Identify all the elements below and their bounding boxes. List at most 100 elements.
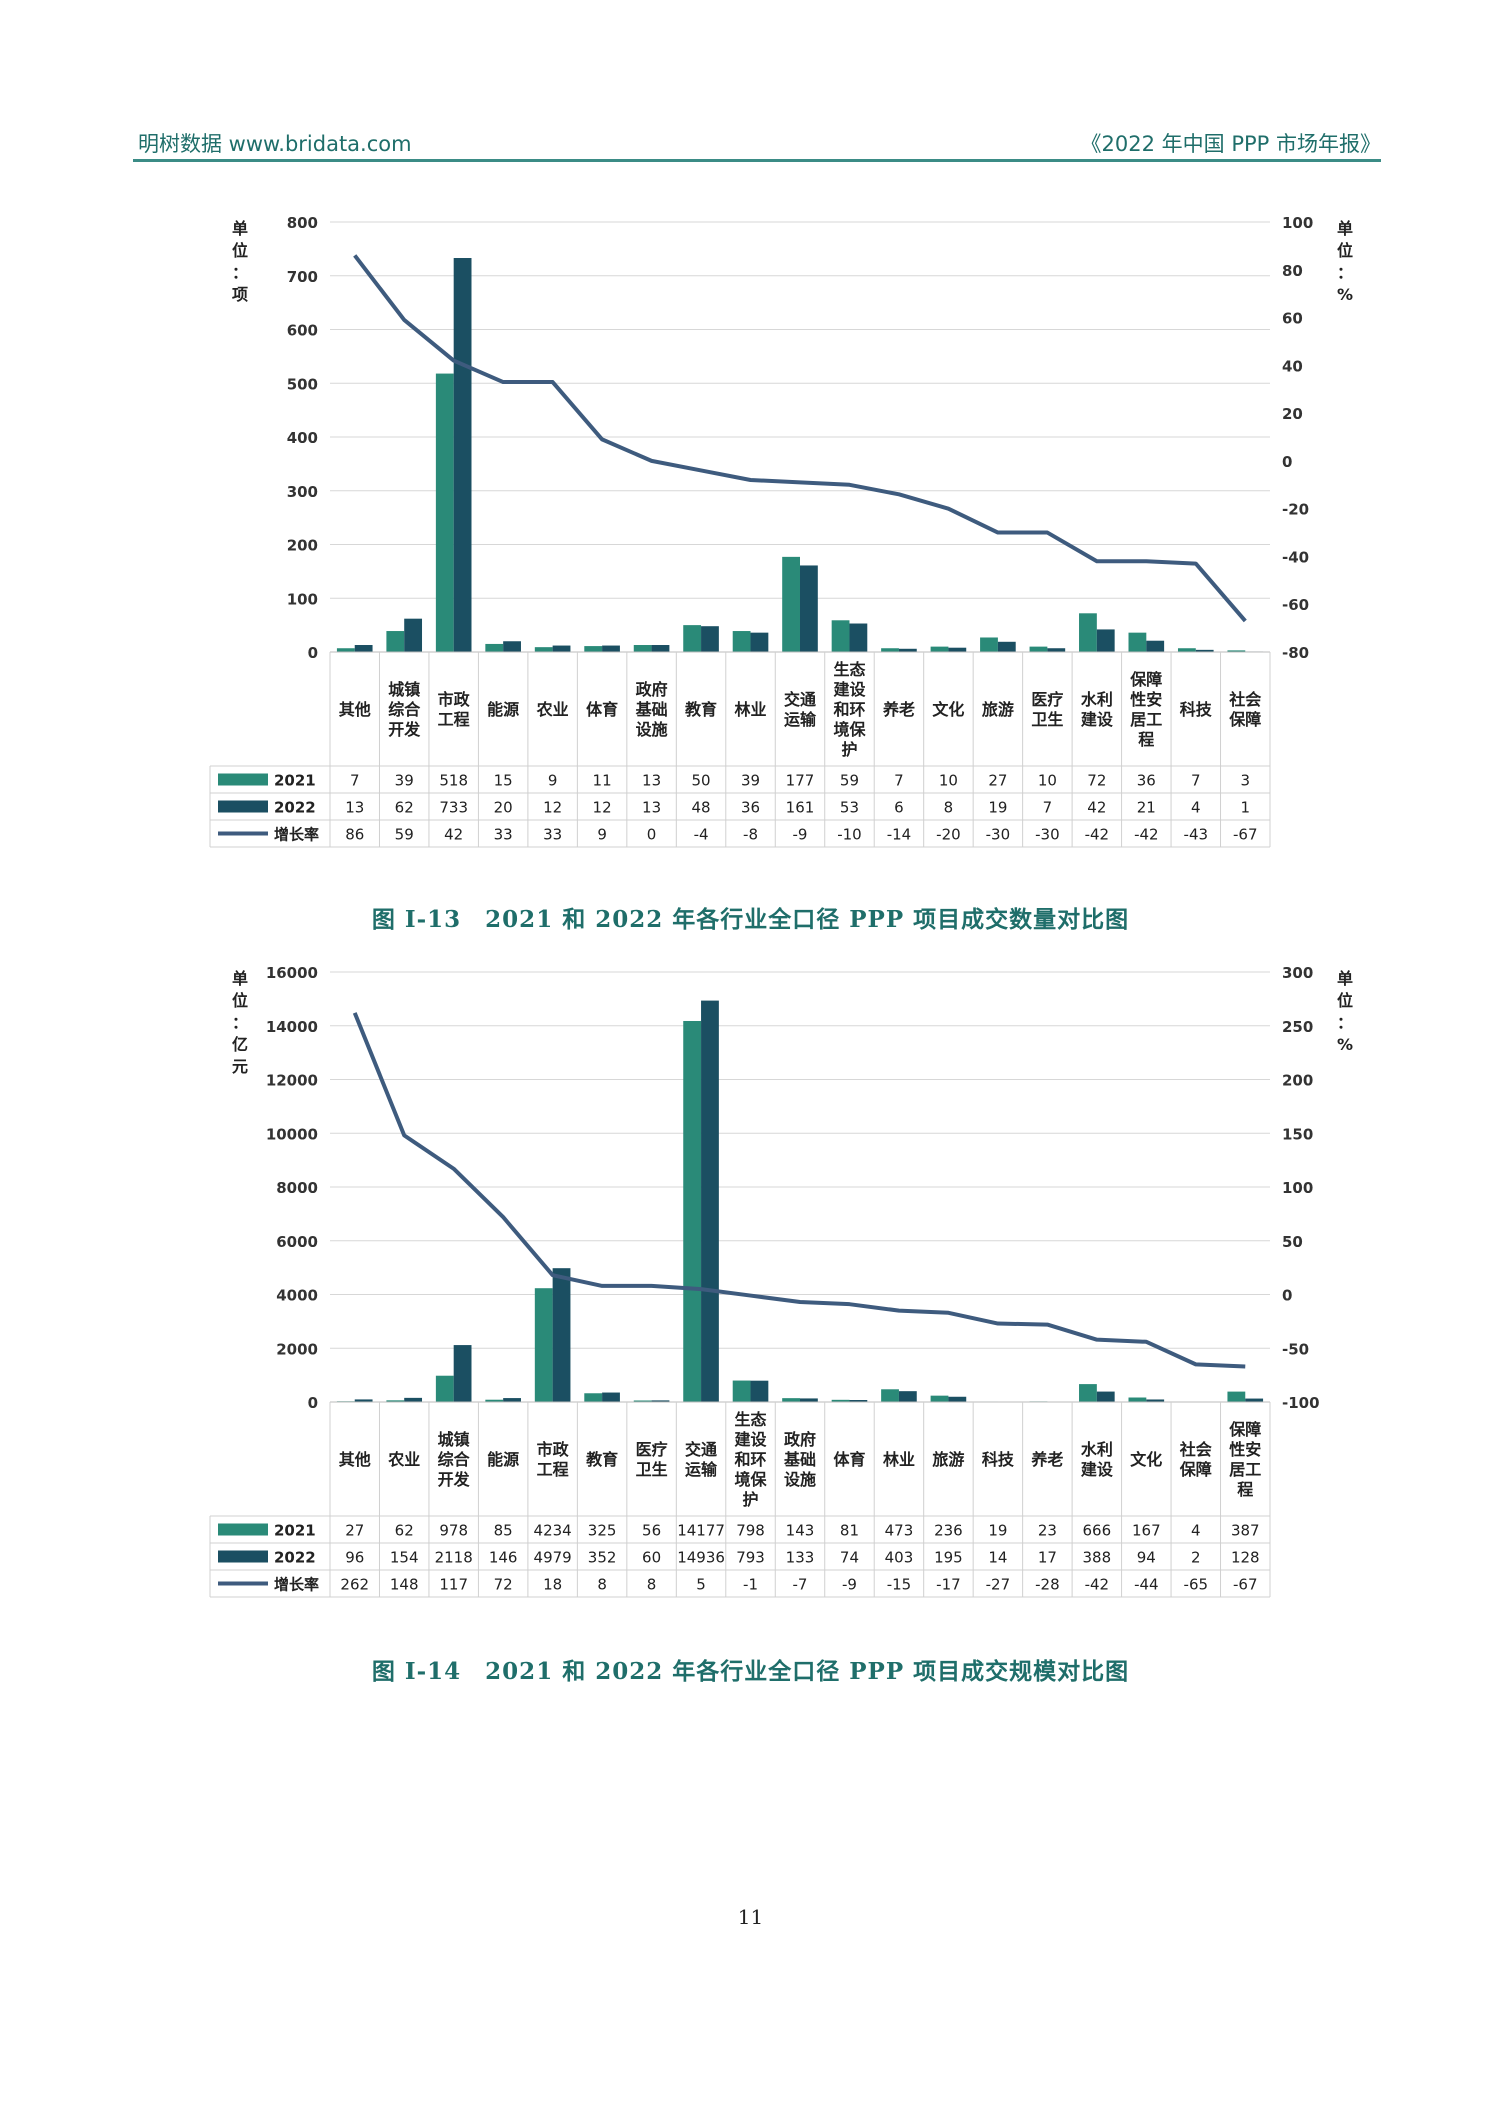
bar-2022: [750, 1380, 769, 1402]
y2-tick-label: 150: [1282, 1125, 1313, 1143]
bar-2021: [435, 373, 454, 652]
table-value: 0: [647, 826, 657, 844]
bar-2021: [633, 1400, 652, 1402]
table-value: 9: [548, 772, 558, 790]
table-value: 11: [593, 772, 612, 790]
x-category-label: 基础: [635, 700, 668, 719]
y2-tick-label: 0: [1282, 1287, 1292, 1305]
table-value: 325: [588, 1522, 617, 1540]
bar-2021: [534, 1288, 553, 1402]
y2-tick-label: -20: [1282, 501, 1309, 519]
table-value: 177: [786, 772, 815, 790]
table-value: 59: [840, 772, 859, 790]
y2-tick-label: 40: [1282, 357, 1303, 375]
table-value: 154: [390, 1549, 419, 1567]
y-tick-label: 500: [287, 375, 318, 393]
legend-label: 2022: [274, 799, 316, 817]
bar-2021: [831, 620, 850, 652]
bar-2021: [683, 1020, 702, 1402]
x-category-label: 性安: [1229, 1440, 1261, 1459]
x-category-label: 其他: [339, 700, 371, 719]
y-tick-label: 0: [308, 644, 318, 662]
x-category-label: 教育: [586, 1450, 618, 1469]
x-category-label: 能源: [487, 1450, 519, 1469]
bar-2021: [782, 556, 800, 652]
bar-2022: [651, 1400, 670, 1402]
x-category-label: 医疗: [636, 1440, 668, 1459]
bar-2021: [584, 646, 603, 652]
bar-2021: [881, 1389, 899, 1402]
legend-label: 增长率: [274, 1576, 319, 1594]
bar-2021: [1177, 648, 1196, 652]
bar-2022: [453, 258, 472, 652]
x-category-label: 开发: [438, 1470, 471, 1489]
bar-2022: [1195, 649, 1214, 652]
bar-2022: [800, 1398, 818, 1402]
y-tick-label: 16000: [266, 964, 318, 982]
table-value: 4234: [534, 1522, 572, 1540]
table-value: 387: [1231, 1522, 1260, 1540]
table-value: 53: [840, 799, 859, 817]
y2-tick-label: 80: [1282, 262, 1303, 280]
table-value: 236: [934, 1522, 963, 1540]
bar-2021: [930, 1395, 949, 1402]
x-category-label: 开发: [388, 720, 421, 739]
table-value: 60: [642, 1549, 661, 1567]
x-category-label: 其他: [339, 1450, 371, 1469]
bar-2022: [898, 1391, 917, 1402]
y2-tick-label: -40: [1282, 548, 1309, 566]
bar-2021: [584, 1393, 603, 1402]
legend-swatch: [218, 1523, 268, 1536]
x-category-label: 生态: [735, 1410, 767, 1429]
y-tick-label: 400: [287, 429, 318, 447]
table-value: -20: [936, 826, 961, 844]
x-category-label: 卫生: [1031, 710, 1063, 729]
x-category-label: 科技: [1180, 700, 1213, 719]
x-category-label: 工程: [438, 710, 470, 729]
bar-2021: [435, 1375, 454, 1402]
table-value: 262: [340, 1576, 369, 1594]
bar-2021: [1079, 1384, 1097, 1402]
table-value: -9: [842, 1576, 857, 1594]
bar-2022: [898, 648, 917, 652]
table-value: -67: [1233, 1576, 1258, 1594]
table-value: 17: [1038, 1549, 1057, 1567]
table-value: 19: [988, 799, 1007, 817]
table-value: -42: [1085, 826, 1110, 844]
y2-tick-label: -100: [1282, 1394, 1320, 1412]
y2-axis-label: 单: [1337, 969, 1353, 988]
x-category-label: 工程: [537, 1460, 569, 1479]
table-value: 10: [939, 772, 958, 790]
table-value: 2: [1191, 1549, 1201, 1567]
x-category-label: 政府: [636, 680, 668, 699]
x-category-label: 境保: [735, 1470, 768, 1489]
bar-2022: [503, 1398, 521, 1402]
x-category-label: 医疗: [1031, 690, 1063, 709]
y-axis-label: 亿: [232, 1035, 248, 1054]
y2-tick-label: 20: [1282, 405, 1303, 423]
y2-tick-label: 100: [1282, 1179, 1313, 1197]
y2-axis-label: 位: [1337, 241, 1353, 260]
bar-2021: [386, 1400, 405, 1402]
table-value: 13: [642, 772, 661, 790]
y2-tick-label: 100: [1282, 214, 1313, 232]
bar-2021: [881, 648, 899, 652]
x-category-label: 交通: [685, 1440, 717, 1459]
table-value: 8: [647, 1576, 657, 1594]
caption-count: 图 I-13 2021 和 2022 年各行业全口径 PPP 项目成交数量对比图: [371, 906, 1130, 933]
table-value: 50: [692, 772, 711, 790]
table-value: 27: [345, 1522, 364, 1540]
y-tick-label: 14000: [266, 1018, 318, 1036]
table-value: 352: [588, 1549, 617, 1567]
table-value: 388: [1083, 1549, 1112, 1567]
y2-tick-label: 200: [1282, 1072, 1313, 1090]
x-category-label: 保障: [1129, 670, 1162, 689]
bar-2022: [354, 645, 373, 652]
table-value: 733: [439, 799, 468, 817]
table-value: 161: [786, 799, 815, 817]
x-category-label: 体育: [833, 1450, 865, 1469]
table-value: 8: [944, 799, 954, 817]
table-value: 3: [1240, 772, 1250, 790]
x-category-label: 居工: [1130, 710, 1162, 729]
x-category-label: 文化: [1130, 1450, 1162, 1469]
